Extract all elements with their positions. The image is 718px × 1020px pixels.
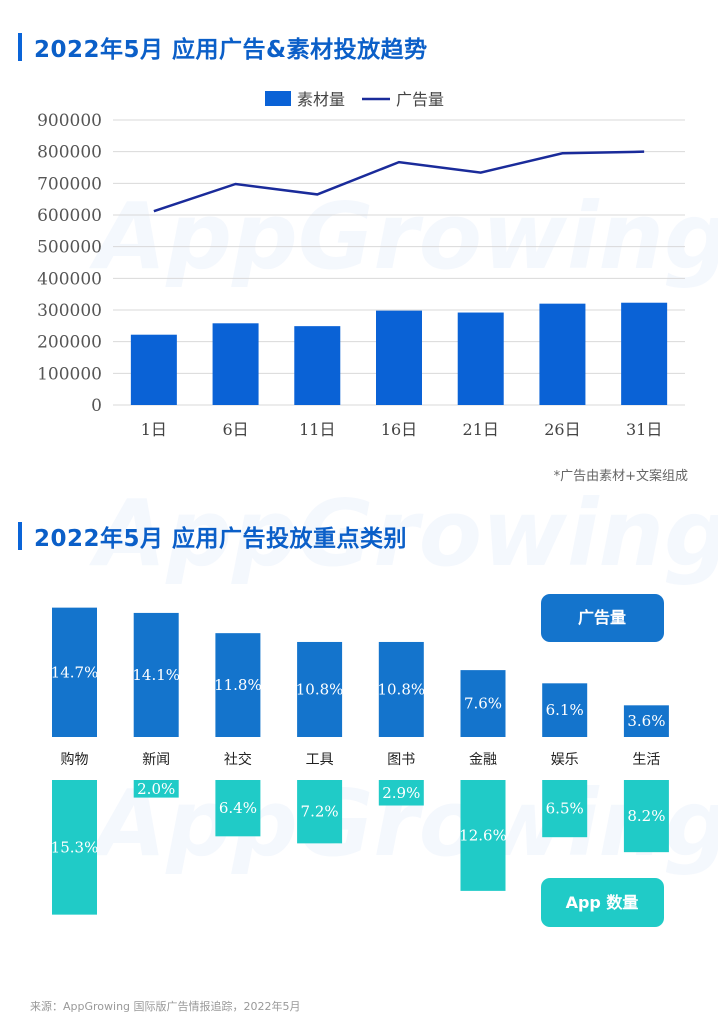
chart-note: *广告由素材+文案组成 [554,469,688,484]
section-title-trend: 2022年5月 应用广告&素材投放趋势 [18,32,428,63]
x-tick-label: 21日 [463,420,499,439]
source-note: 来源：AppGrowing 国际版广告情报追踪，2022年5月 [30,999,301,1013]
y-tick-label: 200000 [37,333,102,353]
bar-ad-share [215,633,261,737]
bar-label-ad-share: 14.7% [51,663,99,681]
category-label: 生活 [632,752,660,768]
bar-material [621,302,668,405]
legend-tag-apps-label: App 数量 [566,893,639,912]
watermark-text: AppGrowing [89,480,718,587]
section-title-text: 2022年5月 应用广告投放重点类别 [34,526,408,552]
x-tick-label: 6日 [222,420,248,439]
section-title-categories: 2022年5月 应用广告投放重点类别 [18,521,408,552]
bar-label-ad-share: 10.8% [296,680,344,698]
legend-label-ads: 广告量 [396,90,444,109]
bar-label-ad-share: 6.1% [546,701,584,719]
legend-swatch-material [265,91,291,106]
category-label: 工具 [306,752,334,768]
bar-ad-share [297,641,343,737]
bar-material [294,326,341,405]
category-label: 购物 [61,752,89,768]
legend-tag-ads-label: 广告量 [578,608,626,627]
bar-ad-share [52,607,97,737]
bar-app-share [542,780,588,838]
bar-app-share [378,780,424,806]
bar-app-share [52,780,97,915]
bar-material [539,303,586,405]
bar-label-app-share: 6.5% [546,800,584,818]
x-tick-label: 16日 [381,420,417,439]
x-tick-label: 1日 [141,420,167,439]
bar-label-ad-share: 3.6% [627,712,665,730]
y-tick-label: 300000 [37,301,102,321]
section-title-text: 2022年5月 应用广告&素材投放趋势 [34,37,428,63]
bar-ad-share [542,683,588,737]
bar-material [130,334,177,405]
bar-label-ad-share: 11.8% [214,676,262,694]
bar-label-app-share: 6.4% [219,799,257,817]
y-tick-label: 400000 [37,269,102,289]
category-label: 社交 [224,751,252,768]
bar-app-share [133,780,179,798]
x-tick-label: 11日 [299,420,335,439]
bar-label-app-share: 8.2% [627,807,665,825]
legend-tag-apps [541,878,664,927]
y-tick-label: 600000 [37,206,102,226]
category-label: 金融 [469,752,497,768]
x-tick-label: 31日 [626,420,662,439]
y-tick-label: 0 [91,396,102,416]
category-label: 图书 [387,752,415,768]
title-accent-bar [18,522,22,550]
category-label: 娱乐 [551,752,579,768]
y-tick-label: 900000 [37,111,102,131]
bar-material [457,312,504,405]
bar-ad-share [460,670,506,737]
bar-label-ad-share: 10.8% [377,680,425,698]
bar-label-app-share: 12.6% [459,826,507,844]
x-tick-label: 26日 [544,420,580,439]
bar-ad-share [133,612,179,737]
legend-label-material: 素材量 [297,90,345,109]
y-tick-label: 800000 [37,143,102,163]
category-label: 新闻 [142,752,170,768]
bar-label-app-share: 15.3% [51,838,99,856]
y-tick-label: 100000 [37,364,102,384]
bar-material [376,310,422,405]
bar-app-share [623,780,669,853]
watermark-text: AppGrowing [89,183,718,290]
y-tick-label: 700000 [37,174,102,194]
legend-tag-ads [541,594,664,642]
bar-app-share [460,780,506,891]
series-line-ads [153,150,645,213]
bar-label-app-share: 7.2% [301,803,339,821]
title-accent-bar [18,33,22,61]
y-tick-label: 500000 [37,238,102,258]
bar-label-ad-share: 14.1% [132,666,180,684]
bar-label-app-share: 2.0% [137,780,175,798]
bar-material [212,323,259,405]
bar-app-share [215,780,261,837]
bar-label-app-share: 2.9% [382,784,420,802]
bar-ad-share [378,641,424,737]
bar-app-share [297,780,343,844]
bar-ad-share [623,705,669,737]
bar-label-ad-share: 7.6% [464,695,502,713]
